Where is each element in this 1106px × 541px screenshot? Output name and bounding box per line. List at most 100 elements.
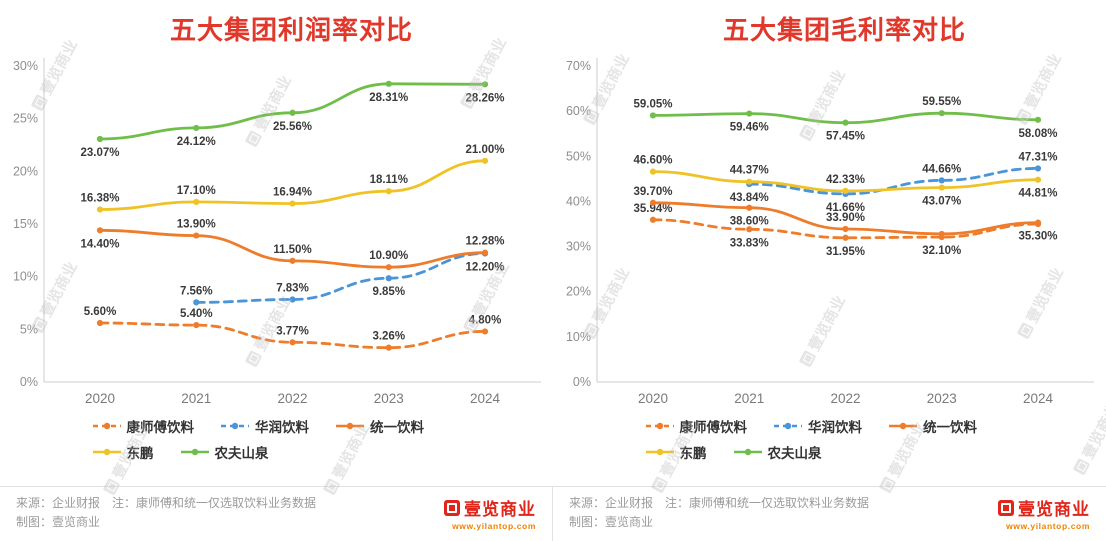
svg-text:2021: 2021	[181, 391, 211, 406]
svg-text:5%: 5%	[20, 322, 38, 336]
svg-text:35.94%: 35.94%	[633, 203, 672, 215]
legend-marker-icon	[774, 422, 802, 429]
footer-right: 来源：企业财报 注：康师傅和统一仅选取饮料业务数据 制图：壹览商业 壹览商业 w…	[553, 487, 1106, 541]
svg-text:59.05%: 59.05%	[633, 98, 672, 110]
legend-marker-icon	[336, 422, 364, 429]
svg-text:23.07%: 23.07%	[80, 147, 119, 159]
svg-text:2020: 2020	[85, 391, 115, 406]
svg-text:58.08%: 58.08%	[1018, 128, 1057, 140]
yilan-logo-right: 壹览商业 www.yilantop.com	[998, 495, 1090, 531]
svg-text:14.40%: 14.40%	[80, 238, 119, 250]
legend-label: 东鹏	[126, 445, 154, 461]
yilan-logo-icon	[444, 499, 460, 516]
svg-text:2023: 2023	[374, 391, 404, 406]
legend-item-4: 农夫山泉	[180, 442, 269, 462]
svg-text:9.85%: 9.85%	[372, 286, 405, 298]
svg-text:5.60%: 5.60%	[84, 306, 117, 318]
svg-text:3.77%: 3.77%	[276, 325, 309, 337]
yilan-logo-url: www.yilantop.com	[1006, 521, 1090, 531]
svg-text:2024: 2024	[1023, 391, 1054, 406]
svg-text:57.45%: 57.45%	[826, 130, 865, 142]
legend-item-4: 农夫山泉	[733, 442, 822, 462]
svg-text:15%: 15%	[13, 217, 38, 231]
svg-text:44.81%: 44.81%	[1018, 188, 1057, 200]
svg-text:70%: 70%	[566, 59, 591, 73]
legend-marker-icon	[733, 448, 762, 455]
yilan-logo-icon	[998, 499, 1014, 516]
svg-text:44.37%: 44.37%	[730, 164, 769, 176]
legend-item-1: 华润饮料	[773, 416, 862, 436]
svg-text:42.33%: 42.33%	[826, 174, 865, 186]
yilan-logo-left: 壹览商业 www.yilantop.com	[444, 495, 536, 531]
source-line: 来源：企业财报 注：康师傅和统一仅选取饮料业务数据	[569, 496, 870, 511]
panel-gross-margin: 五大集团毛利率对比 0% 10% 20% 30% 40% 50% 60% 70% 2020 202…	[553, 0, 1106, 462]
legend-marker-icon	[92, 448, 121, 455]
svg-text:17.10%: 17.10%	[177, 185, 216, 197]
chart-title-gross-margin: 五大集团毛利率对比	[722, 15, 966, 45]
legend-marker-icon	[92, 422, 121, 429]
svg-text:10%: 10%	[566, 330, 591, 344]
svg-text:12.20%: 12.20%	[465, 261, 504, 273]
profit-margin-chart: 0% 5% 10% 15% 20% 25% 30% 2020 2021 2022 2023 2024 5…	[13, 57, 541, 406]
svg-text:30%: 30%	[13, 59, 38, 73]
svg-text:33.83%: 33.83%	[730, 237, 769, 249]
svg-text:2022: 2022	[277, 391, 307, 406]
legend-item-2: 统一饮料	[335, 416, 424, 436]
svg-text:20%: 20%	[566, 285, 591, 299]
svg-text:41.66%: 41.66%	[826, 202, 865, 214]
legend-marker-icon	[645, 422, 674, 429]
svg-text:28.26%: 28.26%	[465, 92, 504, 104]
legend-item-0: 康师傅饮料	[92, 416, 195, 436]
legend-marker-icon	[889, 422, 917, 429]
svg-text:25%: 25%	[13, 111, 38, 125]
legend-label: 统一饮料	[923, 419, 977, 435]
source-line: 来源：企业财报 注：康师傅和统一仅选取饮料业务数据	[16, 496, 317, 511]
svg-text:2020: 2020	[638, 391, 668, 406]
svg-text:47.31%: 47.31%	[1018, 151, 1057, 163]
svg-text:44.66%: 44.66%	[922, 163, 961, 175]
chart-title-profit-margin: 五大集团利润率对比	[169, 15, 413, 45]
svg-text:35.30%: 35.30%	[1018, 230, 1057, 242]
svg-text:18.11%: 18.11%	[370, 174, 408, 186]
svg-text:2022: 2022	[830, 391, 860, 406]
legend-label: 华润饮料	[808, 419, 862, 435]
svg-text:24.12%: 24.12%	[177, 136, 216, 148]
svg-text:46.60%: 46.60%	[633, 154, 672, 166]
legend-label: 东鹏	[679, 445, 707, 461]
svg-text:32.10%: 32.10%	[922, 245, 961, 257]
credit-line: 制图：壹览商业	[569, 515, 654, 529]
panel-profit-margin: 五大集团利润率对比 0% 5% 10% 15% 20% 25% 30% 2020 2021 202…	[0, 0, 553, 462]
svg-text:7.83%: 7.83%	[276, 282, 309, 294]
svg-text:59.55%: 59.55%	[922, 96, 961, 108]
svg-text:21.00%: 21.00%	[465, 144, 504, 156]
legend-label: 农夫山泉	[767, 445, 822, 461]
source-note-right: 来源：企业财报 注：康师傅和统一仅选取饮料业务数据 制图：壹览商业	[569, 494, 869, 531]
svg-text:16.38%: 16.38%	[80, 192, 119, 204]
svg-text:20%: 20%	[13, 164, 38, 178]
svg-text:2023: 2023	[927, 391, 957, 406]
svg-text:7.56%: 7.56%	[180, 285, 213, 297]
svg-text:38.60%: 38.60%	[730, 216, 769, 228]
svg-text:0%: 0%	[20, 375, 38, 389]
svg-text:12.28%: 12.28%	[465, 235, 504, 247]
legend-marker-icon	[180, 448, 209, 455]
legend-item-3: 东鹏	[92, 442, 154, 462]
svg-text:40%: 40%	[566, 194, 591, 208]
legend-item-2: 统一饮料	[888, 416, 977, 436]
yilan-logo-text: 壹览商业	[1018, 500, 1090, 519]
svg-text:50%: 50%	[566, 149, 591, 163]
svg-text:28.31%: 28.31%	[369, 92, 408, 104]
chart-panels: 五大集团利润率对比 0% 5% 10% 15% 20% 25% 30% 2020 2021 202…	[0, 0, 1106, 462]
legend-label: 康师傅饮料	[126, 419, 195, 435]
credit-line: 制图：壹览商业	[16, 515, 101, 529]
yilan-logo-url: www.yilantop.com	[452, 521, 536, 531]
gross-margin-chart: 0% 10% 20% 30% 40% 50% 60% 70% 2020 2021 2022 2023 2…	[566, 57, 1094, 406]
svg-text:10.90%: 10.90%	[369, 250, 408, 262]
svg-text:43.07%: 43.07%	[922, 195, 961, 207]
footer-bar: 来源：企业财报 注：康师傅和统一仅选取饮料业务数据 制图：壹览商业 壹览商业 w…	[0, 486, 1106, 541]
legend-label: 农夫山泉	[214, 445, 269, 461]
svg-text:39.70%: 39.70%	[633, 186, 672, 198]
legend-item-3: 东鹏	[645, 442, 707, 462]
legend-label: 统一饮料	[370, 419, 424, 435]
